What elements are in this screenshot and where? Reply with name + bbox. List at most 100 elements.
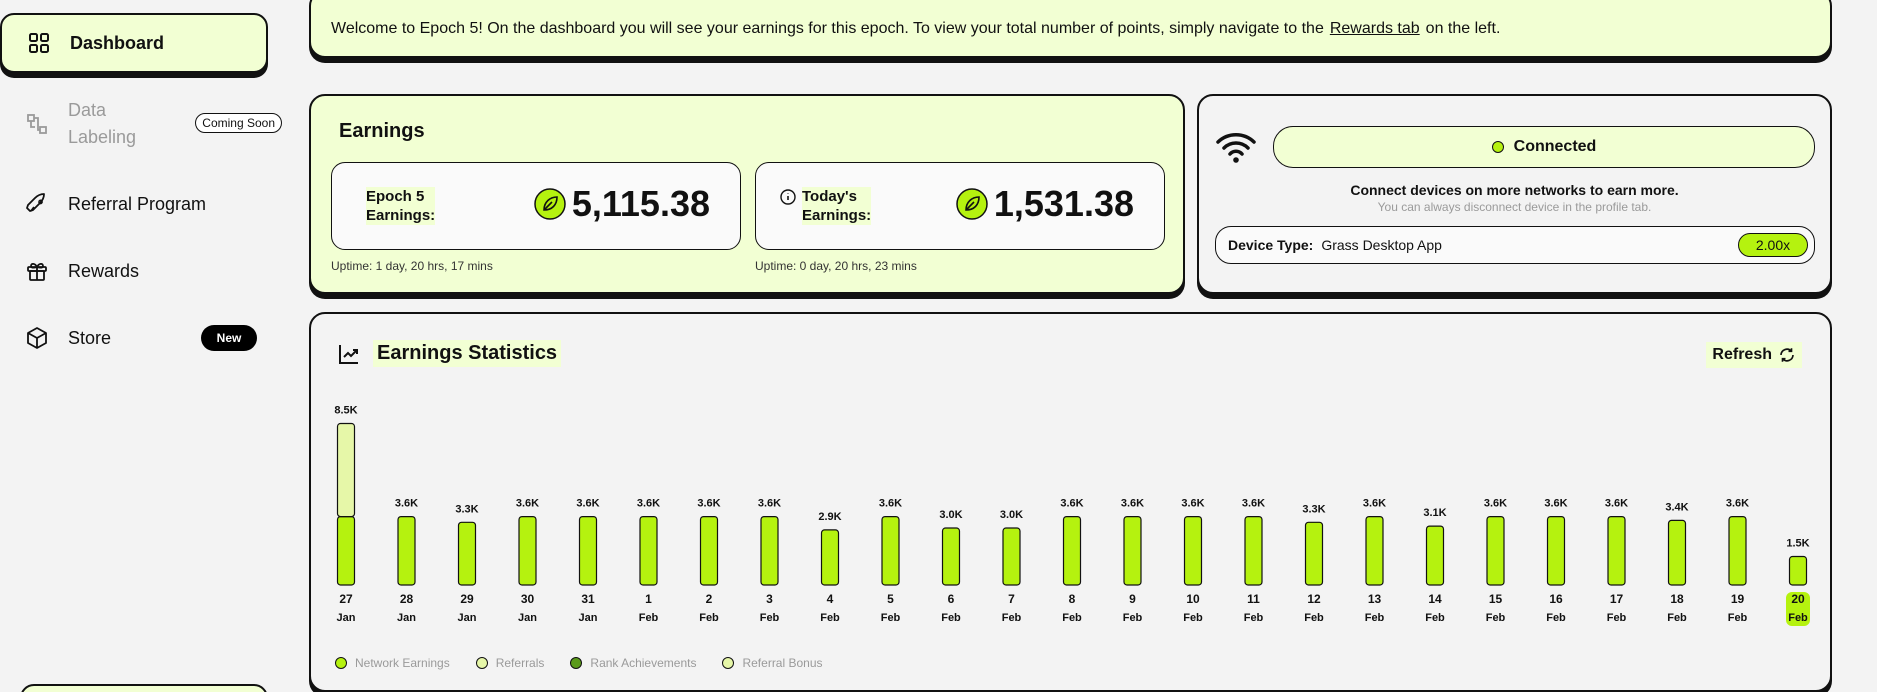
sidebar-item-label: Store: [68, 327, 112, 348]
sidebar-item-label: Dashboard: [70, 32, 165, 53]
x-tick-day: 13: [1368, 592, 1382, 606]
bar-network-earnings: [1002, 527, 1021, 586]
rocket-icon: [24, 191, 50, 217]
x-tick-day: 18: [1670, 592, 1684, 606]
grid-icon: [26, 30, 52, 56]
bar-network-earnings: [820, 529, 840, 586]
bar-network-earnings: [699, 516, 719, 586]
x-tick-day: 29: [460, 592, 474, 606]
x-tick-month: Feb: [760, 612, 780, 624]
bar-value-label: 3.6K: [1121, 498, 1144, 510]
x-tick-day: 12: [1307, 592, 1321, 606]
legend-item[interactable]: Rank Achievements: [570, 656, 696, 670]
x-tick-month: Feb: [1667, 612, 1687, 624]
earnings-title: Earnings: [339, 120, 425, 142]
x-tick-month: Feb: [1788, 612, 1808, 624]
epoch-earnings-value: 5,115.38: [534, 183, 710, 225]
sidebar: Dashboard Data Labeling Coming Soon Refe…: [0, 0, 282, 692]
data-labeling-icon: [24, 111, 50, 137]
legend-item[interactable]: Referrals: [475, 656, 544, 670]
x-tick-day: 2: [706, 592, 713, 606]
x-tick-month: Feb: [1002, 612, 1022, 624]
x-tick-day: 31: [581, 592, 595, 606]
earnings-card: Earnings Epoch 5 Earnings: 5,115.38 Uptim…: [309, 94, 1185, 294]
bar-network-earnings: [1123, 516, 1142, 586]
bar-network-earnings: [1667, 519, 1687, 586]
bar-value-label: 3.4K: [1665, 501, 1688, 513]
bar-value-label: 3.6K: [1544, 498, 1567, 510]
bar-value-label: 3.6K: [1726, 498, 1749, 510]
bar-value-label: 3.6K: [1060, 498, 1083, 510]
today-uptime: Uptime: 0 day, 20 hrs, 23 mins: [755, 259, 917, 273]
x-tick-month: Jan: [397, 612, 416, 624]
x-tick-day: 20: [1791, 592, 1805, 606]
status-dot: [1491, 141, 1504, 153]
bar-value-label: 1.5K: [1786, 538, 1809, 550]
bar-value-label: 3.0K: [939, 509, 962, 521]
today-earnings-label: Today's Earnings:: [802, 187, 872, 225]
x-tick-day: 14: [1428, 592, 1442, 606]
x-tick-day: 6: [948, 592, 955, 606]
legend-item[interactable]: Referral Bonus: [722, 656, 823, 670]
sidebar-item-rewards[interactable]: Rewards: [0, 257, 268, 285]
x-tick-month: Feb: [639, 612, 659, 624]
bar-network-earnings: [1244, 516, 1263, 586]
bar-value-label: 3.6K: [1605, 498, 1628, 510]
box-icon: [24, 325, 50, 351]
x-tick-day: 17: [1610, 592, 1624, 606]
bar-network-earnings: [1486, 516, 1505, 586]
device-card: Connected Connect devices on more networ…: [1197, 94, 1832, 294]
bar-value-label: 3.3K: [455, 503, 478, 515]
rewards-tab-link[interactable]: Rewards tab: [1329, 20, 1420, 37]
sidebar-item-label: Referral Program: [68, 193, 207, 214]
x-tick-day: 10: [1186, 592, 1200, 606]
bar-network-earnings: [1607, 516, 1626, 586]
x-tick-day: 15: [1489, 592, 1503, 606]
x-tick-month: Feb: [1486, 612, 1506, 624]
connect-sub-message: You can always disconnect device in the …: [1377, 200, 1652, 214]
x-tick-day: 4: [827, 592, 834, 606]
x-tick-month: Feb: [881, 612, 901, 624]
grass-leaf-icon: [956, 188, 988, 220]
x-tick-month: Feb: [1304, 612, 1324, 624]
sidebar-bottom-card: [20, 684, 268, 692]
epoch-earnings-label: Epoch 5 Earnings:: [366, 187, 436, 225]
x-tick-month: Feb: [1546, 612, 1566, 624]
earnings-statistics-card: Earnings Statistics Refresh 8.5K 27 Jan 3.6…: [309, 312, 1832, 692]
bar-network-earnings: [1546, 516, 1566, 586]
x-tick-day: 3: [766, 592, 773, 606]
sidebar-item-referral-program[interactable]: Referral Program: [0, 190, 268, 218]
welcome-text: Welcome to Epoch 5! On the dashboard you…: [331, 20, 1324, 37]
chart-line-icon: [339, 344, 358, 364]
bar-network-earnings: [518, 516, 537, 586]
bar-referrals: [336, 422, 356, 518]
info-icon: [780, 189, 796, 205]
x-tick-month: Feb: [1123, 612, 1143, 624]
legend-item[interactable]: Network Earnings: [335, 656, 450, 670]
x-tick-month: Feb: [1728, 612, 1748, 624]
welcome-banner: Welcome to Epoch 5! On the dashboard you…: [309, 0, 1832, 58]
x-tick-month: Feb: [941, 612, 961, 624]
bar-value-label: 3.6K: [637, 498, 660, 510]
x-tick-day: 7: [1008, 592, 1015, 606]
bar-network-earnings: [1062, 516, 1082, 586]
welcome-text-end: on the left.: [1425, 20, 1501, 37]
bar-value-label: 3.6K: [758, 498, 781, 510]
multiplier-badge: 2.00x: [1738, 233, 1808, 257]
x-tick-month: Feb: [699, 612, 719, 624]
grass-leaf-icon: [534, 188, 566, 220]
bar-value-label: 3.6K: [576, 498, 599, 510]
sidebar-item-data-labeling[interactable]: Data Labeling: [0, 96, 268, 152]
gift-icon: [24, 258, 50, 284]
sidebar-item-label: Rewards: [68, 260, 140, 281]
sidebar-item-dashboard[interactable]: Dashboard: [0, 13, 268, 73]
refresh-button[interactable]: Refresh: [1706, 342, 1802, 368]
sidebar-item-store[interactable]: Store: [0, 324, 268, 352]
bar-value-label: 3.6K: [879, 498, 902, 510]
x-tick-day: 27: [339, 592, 353, 606]
x-tick-month: Feb: [1062, 612, 1082, 624]
refresh-icon: [1780, 348, 1794, 362]
wifi-icon: [1216, 133, 1256, 163]
bar-value-label: 3.6K: [516, 498, 539, 510]
x-tick-day: 16: [1549, 592, 1563, 606]
